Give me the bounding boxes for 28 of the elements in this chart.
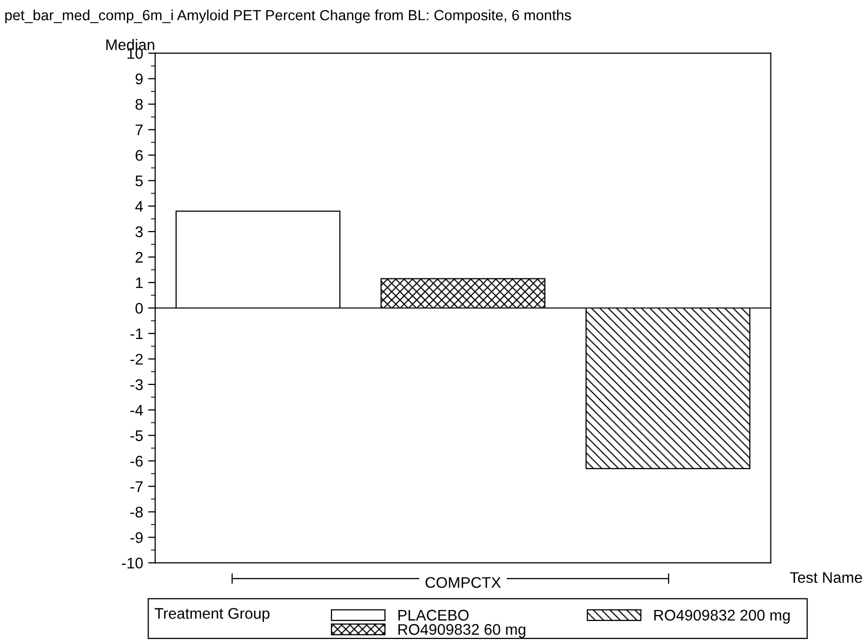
y-tick-label: 3 xyxy=(135,226,143,238)
y-tick-label: -1 xyxy=(130,328,143,340)
y-axis-title: Median xyxy=(106,38,154,50)
y-tick-label: -5 xyxy=(130,430,143,442)
y-tick-label: 6 xyxy=(136,150,143,161)
y-tick-label: 4 xyxy=(135,201,143,212)
y-tick-label: 1 xyxy=(136,278,143,288)
y-tick-label: 5 xyxy=(136,176,143,186)
legend-label: RO4909832 60 mg xyxy=(398,624,526,638)
chart-title: pet_bar_med_comp_6m_i Amyloid PET Percent Change from BL: Composite, 6 months xyxy=(5,10,571,24)
y-tick-label: 0 xyxy=(135,302,143,314)
y-tick-label: -7 xyxy=(130,481,143,492)
x-tick-label: COMPCTX xyxy=(426,577,501,588)
y-tick-label: 7 xyxy=(136,124,143,136)
legend-label: RO4909832 200 mg xyxy=(654,610,790,624)
y-tick-label: -6 xyxy=(130,456,143,467)
legend-title: Treatment Group xyxy=(154,608,270,622)
y-tick-label: 9 xyxy=(136,74,143,84)
y-tick-label: -3 xyxy=(130,379,143,390)
y-tick-label: 2 xyxy=(136,252,143,263)
y-tick-label: -4 xyxy=(130,404,143,416)
legend-label: PLACEBO xyxy=(398,610,469,621)
y-tick-label: -9 xyxy=(130,532,143,544)
x-axis-title: Test Name xyxy=(790,572,862,583)
y-tick-label: -10 xyxy=(122,558,143,568)
y-tick-label: 8 xyxy=(136,99,143,110)
y-tick-label: -8 xyxy=(130,506,143,518)
y-tick-label: -2 xyxy=(130,354,143,364)
